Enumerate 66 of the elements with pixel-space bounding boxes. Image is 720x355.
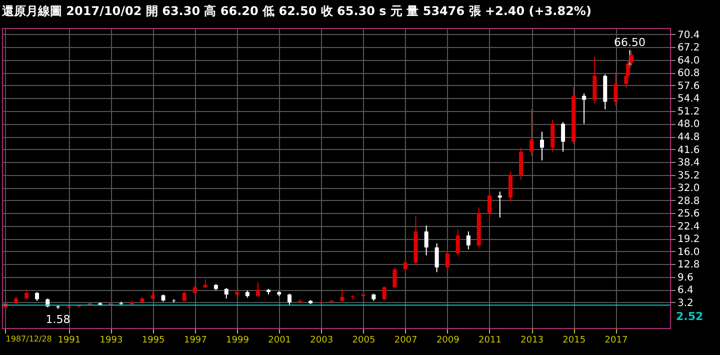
chart-title: 還原月線圖 2017/10/02 開 63.30 高 66.20 低 62.50 收 65.30 s 元 量 53476 張 +2.40 (+3.82%) (1, 4, 592, 18)
candlestick (392, 266, 397, 289)
y-tick-label: 16.0 (678, 246, 700, 258)
annotation: 1.58 (46, 312, 70, 326)
y-tick-label: 70.4 (678, 30, 700, 41)
x-tick-label: 2003 (310, 336, 334, 346)
x-tick-label: 1999 (226, 336, 250, 346)
annotation: 66.50 (614, 36, 646, 49)
y-tick-label: 32.0 (678, 183, 700, 194)
candlestick (382, 286, 386, 301)
y-tick-label: 44.8 (678, 132, 700, 144)
candlestick (508, 171, 512, 202)
x-tick-label: 1995 (142, 336, 165, 346)
candlestick (498, 191, 502, 218)
y-tick-label: 28.8 (678, 196, 700, 207)
x-tick-label: 1993 (100, 336, 123, 346)
y-tick-label: 48.0 (678, 119, 700, 130)
ref-line-label: 2.52 (676, 310, 704, 324)
candlestick (592, 56, 597, 104)
y-tick-label: 35.2 (678, 170, 700, 182)
x-tick-label: 2017 (604, 336, 628, 346)
y-tick-label: 51.2 (678, 106, 700, 118)
x-tick-label: 1987/12/28 (6, 334, 52, 344)
x-tick-label: 2013 (520, 336, 544, 346)
candlestick (582, 92, 586, 124)
candlestick (550, 119, 555, 152)
x-tick-label: 2001 (268, 336, 292, 346)
y-tick-label: 6.4 (678, 285, 694, 296)
y-tick-label: 3.2 (678, 298, 694, 309)
x-tick-label: 2007 (394, 336, 418, 346)
x-tick-label: 2005 (352, 336, 376, 346)
x-tick-label: 2009 (436, 336, 460, 346)
candlestick (288, 293, 292, 306)
y-tick-label: 22.4 (678, 221, 700, 232)
x-tick-label: 1997 (184, 336, 207, 346)
candlestick (614, 71, 618, 106)
y-tick-label: 54.4 (678, 94, 700, 105)
x-tick-label: 1991 (58, 336, 81, 346)
y-tick-label: 25.6 (678, 208, 700, 220)
x-tick-label: 2011 (478, 336, 502, 346)
candlestick (456, 228, 460, 256)
candlestick (540, 131, 544, 161)
y-tick-label: 64.0 (678, 55, 700, 66)
y-tick-label: 9.6 (678, 272, 694, 284)
y-tick-label: 60.8 (678, 68, 700, 80)
candlestick (445, 248, 450, 272)
candlestick (424, 224, 428, 256)
candlestick (487, 187, 492, 226)
candlestick (24, 288, 29, 300)
y-tick-label: 41.6 (678, 144, 700, 156)
y-tick-label: 67.2 (678, 42, 700, 54)
y-tick-label: 38.4 (678, 158, 700, 169)
candlestick (434, 242, 439, 273)
y-tick-label: 19.2 (678, 234, 700, 246)
y-tick-label: 57.6 (678, 80, 700, 92)
candlestick (340, 288, 344, 302)
candlestick (256, 282, 260, 298)
candlestick (518, 147, 523, 180)
candlestick (403, 258, 408, 272)
candlestick (182, 291, 186, 302)
candlestick (530, 108, 534, 156)
y-tick-label: 12.8 (678, 260, 700, 271)
candlestick (561, 122, 566, 152)
candlestick (224, 288, 228, 299)
x-tick-label: 2015 (562, 336, 586, 346)
candlestick (466, 230, 470, 250)
